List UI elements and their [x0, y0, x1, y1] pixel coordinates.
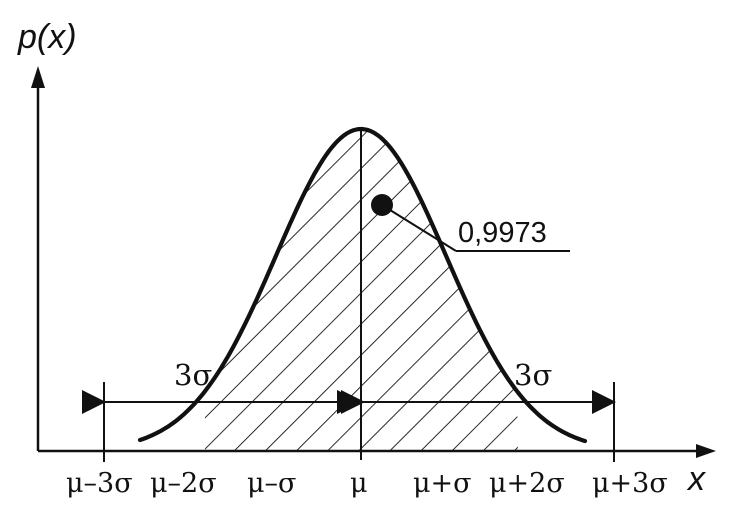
- probability-dot-icon: [371, 194, 393, 216]
- tick-label-minus-3sigma: μ–3σ: [66, 468, 133, 499]
- x-axis-label: x: [686, 460, 706, 498]
- right-span-label: 3σ: [514, 358, 552, 392]
- y-axis-label: p(x): [17, 18, 77, 56]
- tick-label-plus-2sigma: μ+2σ: [489, 468, 565, 499]
- normal-curve: [137, 126, 588, 444]
- tick-label-plus-sigma: μ+σ: [413, 468, 472, 499]
- tick-label-mu: μ: [350, 468, 368, 499]
- probability-leader-line: [381, 204, 457, 252]
- y-axis-arrow-icon: [31, 66, 45, 88]
- tick-label-minus-sigma: μ–σ: [247, 468, 296, 499]
- left-span-label: 3σ: [174, 358, 212, 392]
- tick-label-minus-2sigma: μ–2σ: [150, 468, 217, 499]
- x-axis-arrow-icon: [696, 444, 716, 458]
- probability-label: 0,9973: [458, 217, 547, 249]
- tick-label-plus-3sigma: μ+3σ: [592, 468, 668, 499]
